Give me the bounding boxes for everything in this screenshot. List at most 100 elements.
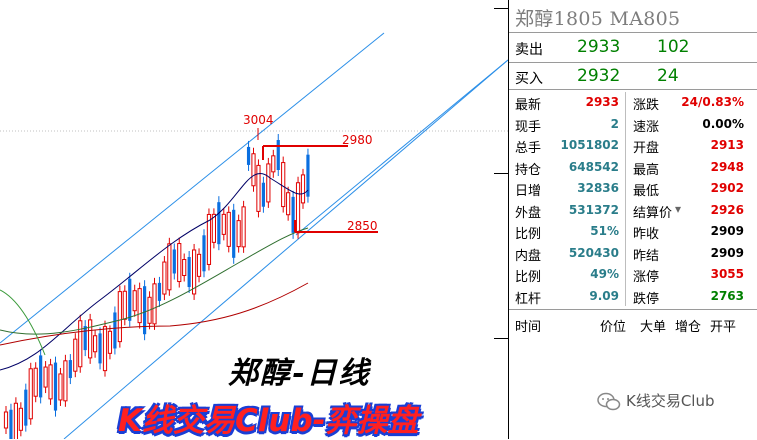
quote-value: 2933 bbox=[585, 95, 619, 109]
candle-body bbox=[53, 362, 58, 411]
quote-value: 520430 bbox=[568, 245, 619, 260]
quote-label: 比例 bbox=[515, 270, 542, 285]
candle-body bbox=[63, 360, 68, 402]
candle-body bbox=[221, 213, 226, 235]
candle-body bbox=[117, 291, 122, 343]
candle-body bbox=[122, 290, 127, 320]
kline-chart[interactable]: 3004 2980 2850 郑醇-日线 K线交易Club-弈操盘 bbox=[0, 0, 508, 439]
candle-body bbox=[78, 320, 83, 368]
candle-body bbox=[211, 213, 217, 243]
candle-body bbox=[192, 249, 197, 295]
divider bbox=[509, 309, 757, 310]
quote-value: 2909 bbox=[710, 245, 744, 260]
quote-label: 外盘 bbox=[515, 205, 542, 221]
candle-body bbox=[33, 367, 38, 397]
axis-tick bbox=[494, 338, 508, 339]
candle-body bbox=[276, 140, 280, 171]
candle-body bbox=[39, 355, 43, 398]
quote-value: 24/0.83% bbox=[681, 95, 744, 109]
column-divider bbox=[625, 92, 626, 306]
candle-body bbox=[102, 326, 108, 372]
candle-body bbox=[182, 258, 187, 276]
candle-body bbox=[113, 312, 117, 349]
panel-divider bbox=[508, 0, 509, 439]
candle-body bbox=[143, 286, 147, 335]
quote-label: 昨结 bbox=[633, 248, 660, 264]
high-price-label: 3004 bbox=[243, 113, 274, 127]
candle-body bbox=[58, 373, 63, 401]
candle-body bbox=[286, 192, 291, 216]
contract-title: 郑醇1805 MA805 bbox=[515, 8, 681, 30]
quote-label: 日增 bbox=[515, 184, 542, 199]
divider bbox=[509, 62, 757, 63]
candle-body bbox=[202, 235, 206, 272]
bid-price: 2932 bbox=[577, 66, 621, 86]
candle-body bbox=[162, 261, 167, 295]
quote-value: 49% bbox=[590, 267, 619, 281]
candle-body bbox=[157, 282, 162, 301]
candle-body bbox=[232, 209, 236, 258]
quote-value: 648542 bbox=[568, 159, 619, 174]
quote-value: 2902 bbox=[710, 181, 744, 195]
quote-label: 最高 bbox=[633, 162, 660, 178]
chevron-down-icon[interactable]: ▾ bbox=[675, 201, 682, 216]
candle-body bbox=[83, 326, 87, 351]
candle-body bbox=[177, 243, 182, 283]
candle-body bbox=[137, 288, 142, 324]
candle-body bbox=[266, 163, 271, 203]
bid-volume: 24 bbox=[657, 66, 679, 86]
quote-label: 现手 bbox=[515, 119, 542, 135]
quote-value: 531372 bbox=[568, 202, 619, 217]
channel-upper-line bbox=[0, 32, 385, 344]
quote-value: 9.09 bbox=[589, 288, 619, 303]
candle-body bbox=[28, 368, 33, 420]
candle-body bbox=[88, 319, 93, 359]
quote-row: 现手 2 速涨 0.00% bbox=[509, 114, 757, 136]
quote-value: 2948 bbox=[710, 159, 744, 174]
trade-header-price: 价位 bbox=[600, 320, 627, 335]
ma-long-line bbox=[0, 282, 309, 346]
candle-body bbox=[241, 206, 246, 248]
candle-body bbox=[217, 202, 221, 245]
quote-row: 内盘 520430 昨结 2909 bbox=[509, 243, 757, 265]
quote-row: 持仓 648542 最高 2948 bbox=[509, 157, 757, 179]
quote-label: 最新 bbox=[515, 98, 542, 113]
candle-body bbox=[196, 253, 202, 277]
candle-body bbox=[152, 283, 157, 325]
quote-row: 日增 32836 最低 2902 bbox=[509, 178, 757, 200]
quote-label: 总手 bbox=[515, 141, 542, 156]
ask-volume: 102 bbox=[657, 37, 690, 57]
quote-label[interactable]: 结算价 bbox=[633, 205, 673, 221]
candle-body bbox=[172, 249, 176, 274]
wechat-icon bbox=[597, 392, 621, 411]
quote-value: 2926 bbox=[710, 202, 744, 217]
axis-tick bbox=[494, 173, 508, 174]
candle-body bbox=[48, 364, 53, 400]
quote-label: 涨停 bbox=[633, 270, 660, 285]
candle-body bbox=[295, 182, 301, 234]
quote-value: 2913 bbox=[710, 138, 744, 152]
support-price-label: 2850 bbox=[347, 219, 378, 233]
candle-body bbox=[236, 220, 241, 248]
quote-label: 开盘 bbox=[633, 141, 660, 156]
quote-panel: 郑醇1805 MA805 卖出 2933 102 买入 2932 24 最新 29… bbox=[509, 0, 757, 439]
trade-header-time: 时间 bbox=[515, 320, 542, 335]
quote-label: 比例 bbox=[515, 227, 542, 242]
quote-value: 32836 bbox=[577, 181, 619, 195]
ma-green-line bbox=[0, 289, 46, 356]
ma-mid-line bbox=[0, 227, 309, 335]
quote-value: 1051802 bbox=[560, 138, 619, 152]
candle-body bbox=[281, 162, 286, 208]
quote-label: 内盘 bbox=[515, 248, 542, 264]
candle-body bbox=[187, 257, 191, 288]
candle-body bbox=[271, 155, 276, 173]
quote-label: 跌停 bbox=[633, 291, 660, 307]
candle-body bbox=[291, 196, 295, 233]
quote-row: 比例 49% 涨停 3055 bbox=[509, 264, 757, 286]
quote-label: 昨收 bbox=[633, 227, 660, 242]
resistance-price-label: 2980 bbox=[342, 133, 373, 147]
quote-row: 最新 2933 涨跌 24/0.83% bbox=[509, 92, 757, 114]
candle-body bbox=[18, 407, 23, 431]
quote-value: 2909 bbox=[710, 224, 744, 238]
candle-body bbox=[226, 211, 231, 247]
